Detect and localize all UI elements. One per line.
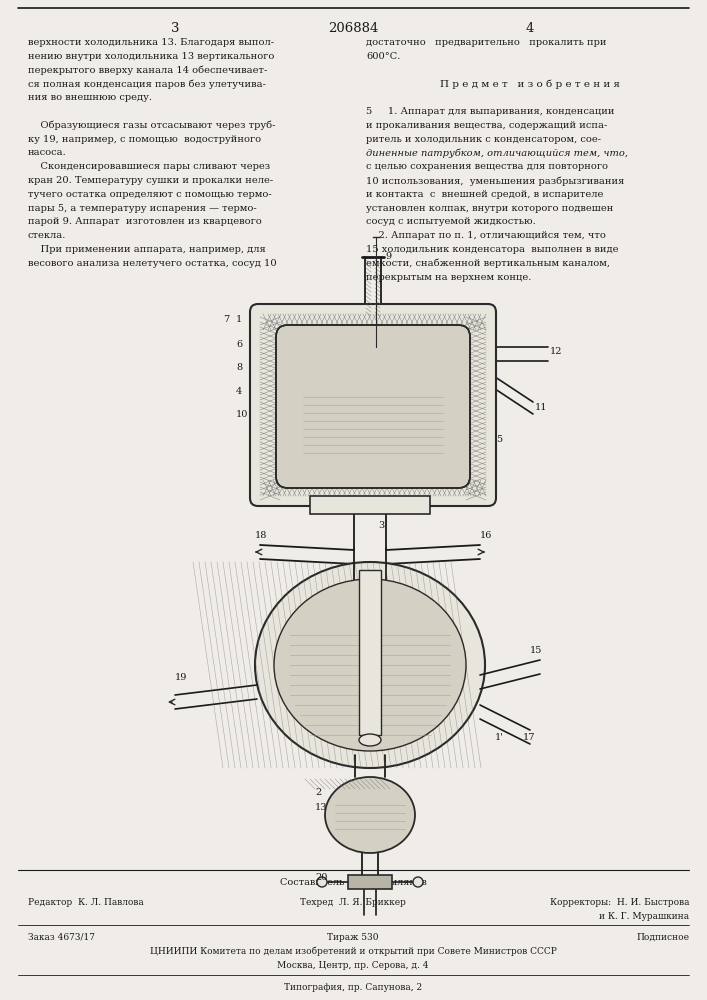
Text: емкости, снабженной вертикальным каналом,: емкости, снабженной вертикальным каналом…: [366, 259, 610, 268]
Text: ритель и холодильник с конденсатором, сое-: ритель и холодильник с конденсатором, со…: [366, 135, 601, 144]
Text: 15: 15: [530, 646, 542, 655]
Text: 9: 9: [385, 252, 391, 261]
Text: Тираж 530: Тираж 530: [327, 933, 379, 942]
FancyBboxPatch shape: [276, 325, 470, 488]
Text: 7: 7: [223, 315, 229, 324]
Text: 4: 4: [526, 22, 534, 35]
Text: П р е д м е т   и з о б р е т е н и я: П р е д м е т и з о б р е т е н и я: [440, 79, 620, 89]
Text: Редактор  К. Л. Павлова: Редактор К. Л. Павлова: [28, 898, 144, 907]
Text: 10 использования,  уменьшения разбрызгивания: 10 использования, уменьшения разбрызгива…: [366, 176, 624, 186]
Text: 5     1. Аппарат для выпаривания, конденсации: 5 1. Аппарат для выпаривания, конденсаци…: [366, 107, 614, 116]
Text: Составитель  В. Постыляков: Составитель В. Постыляков: [280, 878, 426, 887]
Text: Подписное: Подписное: [636, 933, 689, 942]
Text: парой 9. Аппарат  изготовлен из кварцевого: парой 9. Аппарат изготовлен из кварцевог…: [28, 217, 262, 226]
Text: верхности холодильника 13. Благодаря выпол-: верхности холодильника 13. Благодаря вып…: [28, 38, 274, 47]
Text: 17: 17: [523, 733, 535, 742]
Text: перекрытым на верхнем конце.: перекрытым на верхнем конце.: [366, 273, 532, 282]
Text: Типография, пр. Сапунова, 2: Типография, пр. Сапунова, 2: [284, 983, 422, 992]
Text: нению внутри холодильника 13 вертикального: нению внутри холодильника 13 вертикально…: [28, 52, 274, 61]
Text: 5: 5: [496, 435, 502, 444]
Text: 19: 19: [175, 673, 187, 682]
Text: Техред  Л. Я. Бриккер: Техред Л. Я. Бриккер: [300, 898, 406, 907]
Text: перекрытого вверху канала 14 обеспечивает-: перекрытого вверху канала 14 обеспечивае…: [28, 66, 267, 75]
Text: 3: 3: [378, 521, 384, 530]
Text: ся полная конденсация паров без улетучива-: ся полная конденсация паров без улетучив…: [28, 79, 266, 89]
Text: 1: 1: [236, 315, 243, 324]
Text: с целью сохранения вещества для повторного: с целью сохранения вещества для повторно…: [366, 162, 608, 171]
Text: 18: 18: [255, 531, 267, 540]
Ellipse shape: [325, 777, 415, 853]
Text: и прокаливания вещества, содержащий испа-: и прокаливания вещества, содержащий испа…: [366, 121, 607, 130]
Text: 16: 16: [480, 531, 492, 540]
Text: стекла.: стекла.: [28, 231, 66, 240]
Ellipse shape: [359, 734, 381, 746]
Text: 2. Аппарат по п. 1, отличающийся тем, что: 2. Аппарат по п. 1, отличающийся тем, чт…: [366, 231, 606, 240]
Text: диненные патрубком, отличающийся тем, что,: диненные патрубком, отличающийся тем, чт…: [366, 148, 628, 158]
Text: 15 холодильник конденсатора  выполнен в виде: 15 холодильник конденсатора выполнен в в…: [366, 245, 619, 254]
Text: и К. Г. Мурашкина: и К. Г. Мурашкина: [599, 912, 689, 921]
Text: При применении аппарата, например, для: При применении аппарата, например, для: [28, 245, 266, 254]
FancyBboxPatch shape: [250, 304, 496, 506]
Text: установлен колпак, внутри которого подвешен: установлен колпак, внутри которого подве…: [366, 204, 614, 213]
Text: кран 20. Температуру сушки и прокалки неле-: кран 20. Температуру сушки и прокалки не…: [28, 176, 273, 185]
Text: Москва, Центр, пр. Серова, д. 4: Москва, Центр, пр. Серова, д. 4: [277, 961, 428, 970]
Text: Образующиеся газы отсасывают через труб-: Образующиеся газы отсасывают через труб-: [28, 121, 276, 130]
Text: 1': 1': [495, 733, 504, 742]
Bar: [348, 875, 392, 889]
Circle shape: [413, 877, 423, 887]
Text: насоса.: насоса.: [28, 148, 66, 157]
Text: сосуд с испытуемой жидкостью.: сосуд с испытуемой жидкостью.: [366, 217, 536, 226]
Text: тучего остатка определяют с помощью термо-: тучего остатка определяют с помощью терм…: [28, 190, 271, 199]
Text: 13: 13: [315, 803, 327, 812]
Ellipse shape: [255, 562, 485, 768]
Text: 11: 11: [535, 402, 547, 412]
Text: ку 19, например, с помощью  водоструйного: ку 19, например, с помощью водоструйного: [28, 135, 261, 144]
Text: 8: 8: [236, 363, 242, 372]
Bar: [310, 496, 430, 514]
Text: пары 5, а температуру испарения — термо-: пары 5, а температуру испарения — термо-: [28, 204, 257, 213]
Text: 10: 10: [236, 410, 248, 419]
Text: весового анализа нелетучего остатка, сосуд 10: весового анализа нелетучего остатка, сос…: [28, 259, 276, 268]
Text: 3: 3: [171, 22, 180, 35]
Text: 6: 6: [236, 340, 242, 349]
Text: 4: 4: [236, 387, 243, 396]
Text: ния во внешнюю среду.: ния во внешнюю среду.: [28, 93, 152, 102]
Text: 600°С.: 600°С.: [366, 52, 400, 61]
Text: достаточно   предварительно   прокалить при: достаточно предварительно прокалить при: [366, 38, 607, 47]
Text: 206884: 206884: [328, 22, 378, 35]
Ellipse shape: [274, 579, 466, 751]
Text: Сконденсировавшиеся пары сливают через: Сконденсировавшиеся пары сливают через: [28, 162, 270, 171]
Text: Заказ 4673/17: Заказ 4673/17: [28, 933, 95, 942]
Text: 12: 12: [550, 348, 563, 357]
Text: и контакта  с  внешней средой, в испарителе: и контакта с внешней средой, в испарител…: [366, 190, 603, 199]
Bar: [359, 570, 381, 735]
Text: 20: 20: [315, 873, 327, 882]
Text: 2: 2: [315, 788, 321, 797]
Circle shape: [317, 877, 327, 887]
Text: ЦНИИПИ Комитета по делам изобретений и открытий при Совете Министров СССР: ЦНИИПИ Комитета по делам изобретений и о…: [150, 947, 556, 956]
Text: Корректоры:  Н. И. Быстрова: Корректоры: Н. И. Быстрова: [549, 898, 689, 907]
